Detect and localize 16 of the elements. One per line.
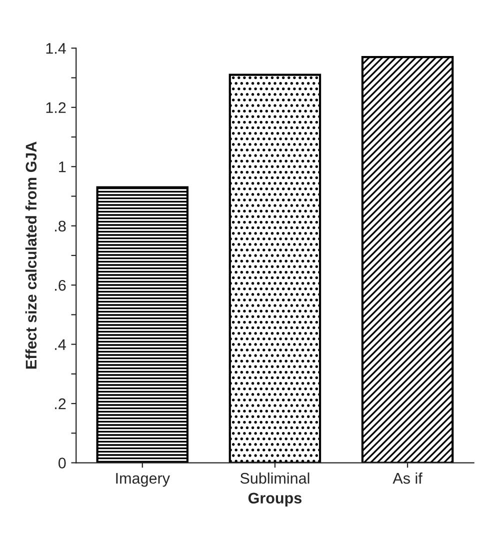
x-tick-label: Imagery xyxy=(116,473,170,487)
y-tick-label: 1.2 xyxy=(46,102,66,113)
y-tick-label: 0 xyxy=(58,458,66,468)
x-tick-label: Subliminal xyxy=(240,472,310,484)
y-tick-label: .4 xyxy=(55,339,66,350)
x-axis-title: Groups xyxy=(248,492,302,507)
y-axis-title: Effect size calculated from GJA xyxy=(25,142,37,369)
y-tick-label: 1.4 xyxy=(46,43,66,54)
x-tick-label: As if xyxy=(392,472,422,484)
bar xyxy=(361,56,454,463)
bar xyxy=(228,74,322,463)
y-tick-label: .6 xyxy=(55,280,66,291)
y-tick-label: .2 xyxy=(55,398,66,410)
bar xyxy=(96,186,189,463)
y-tick-label: 1 xyxy=(59,162,66,172)
y-tick-label: .8 xyxy=(55,220,66,232)
